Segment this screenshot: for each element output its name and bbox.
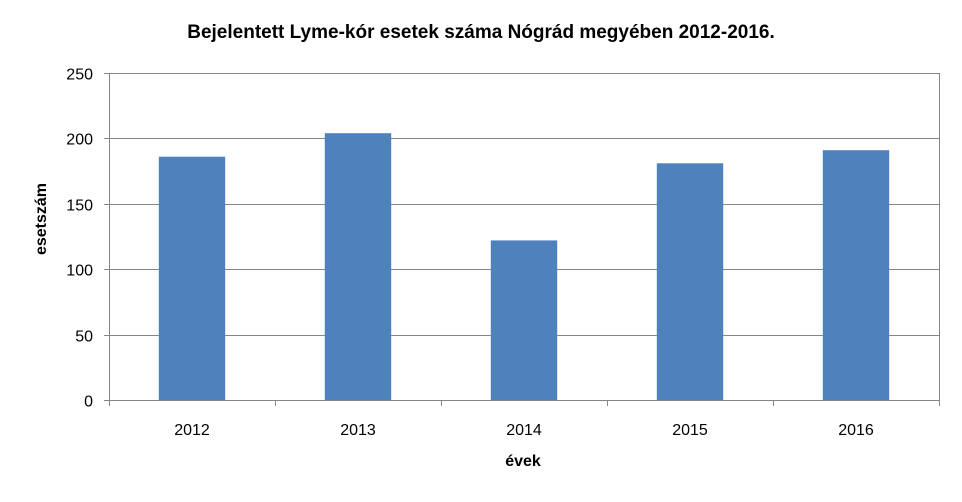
y-tick-label: 100 [66, 263, 93, 280]
gridlines [109, 73, 939, 336]
x-axis: 2012 2013 2014 2015 2016 [109, 400, 940, 439]
y-tick-label: 50 [75, 329, 93, 346]
x-tick-label: 2013 [340, 422, 376, 439]
bar [490, 240, 558, 400]
y-axis: 0 50 100 150 200 250 [66, 67, 110, 411]
x-tick-label: 2015 [672, 422, 708, 439]
y-axis-title: esetszám [33, 183, 50, 255]
bar [822, 150, 890, 400]
x-tick-label: 2014 [506, 422, 542, 439]
y-tick-label: 200 [66, 132, 93, 149]
y-tick-label: 250 [66, 67, 93, 84]
bar [158, 156, 226, 400]
bar [324, 133, 392, 400]
chart-title: Bejelentett Lyme-kór esetek száma Nógrád… [187, 22, 775, 43]
x-tick-label: 2012 [174, 422, 210, 439]
x-axis-title: évek [505, 453, 541, 470]
bar [656, 163, 724, 400]
y-tick-label: 0 [84, 394, 93, 411]
x-tick-label: 2016 [838, 422, 874, 439]
y-tick-label: 150 [66, 198, 93, 215]
bars [158, 133, 890, 400]
